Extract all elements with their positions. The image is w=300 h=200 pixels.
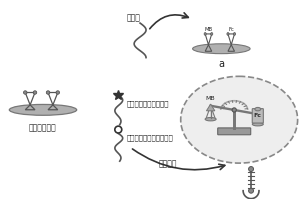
Text: MB: MB [206,96,215,101]
Text: 二茅铁修饰的内标探针: 二茅铁修饰的内标探针 [126,100,169,107]
Ellipse shape [249,167,254,171]
Text: 亚甲基蓝修饰的信号探针: 亚甲基蓝修饰的信号探针 [126,135,173,141]
Ellipse shape [33,91,37,94]
Ellipse shape [232,108,236,112]
Ellipse shape [211,33,213,35]
Ellipse shape [56,91,59,94]
FancyBboxPatch shape [252,109,263,123]
Text: Fc: Fc [254,113,262,118]
Ellipse shape [23,91,27,94]
Ellipse shape [252,123,263,126]
Polygon shape [206,104,215,111]
FancyBboxPatch shape [218,128,251,135]
Ellipse shape [193,44,250,54]
Ellipse shape [9,104,77,115]
Text: 无目标物: 无目标物 [159,159,177,168]
Ellipse shape [233,33,236,35]
Ellipse shape [227,33,229,35]
Ellipse shape [205,118,216,121]
Text: Fc: Fc [228,27,234,32]
Ellipse shape [204,33,206,35]
Ellipse shape [181,76,298,163]
Ellipse shape [255,107,261,111]
Ellipse shape [249,188,254,193]
Text: a: a [218,59,224,69]
Text: 倒置茎环探针: 倒置茎环探针 [29,124,57,133]
Text: 目标物: 目标物 [126,13,140,22]
Ellipse shape [46,91,50,94]
Text: MB: MB [204,27,212,32]
